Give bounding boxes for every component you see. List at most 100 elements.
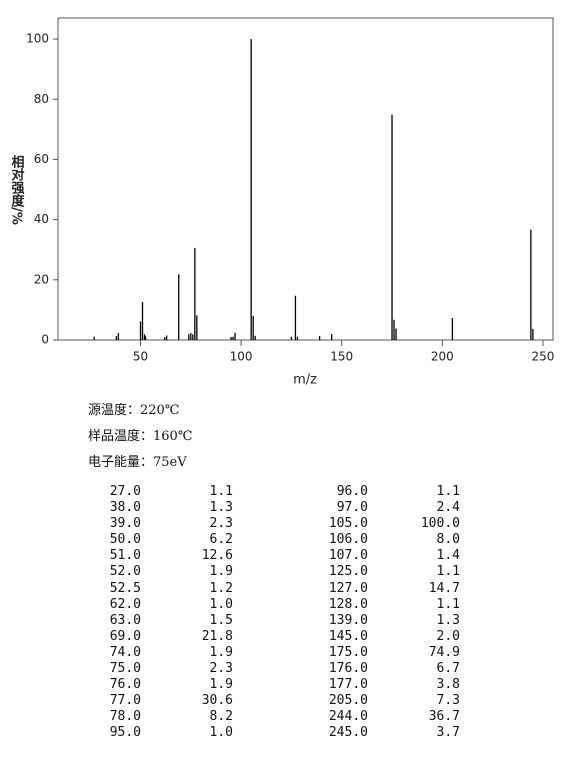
table-cell: 95.0 [109, 725, 141, 741]
table-cell: 3.7 [436, 725, 460, 741]
table-cell: 1.9 [209, 564, 233, 580]
y-tick-label: 40 [34, 212, 49, 226]
table-row: 75.0 2.3 176.0 6.7 [80, 661, 460, 677]
plot-frame [57, 17, 554, 341]
x-tick-label: 100 [230, 350, 253, 364]
table-row: 78.0 8.2 244.0 36.7 [80, 709, 460, 725]
x-tick-label: 250 [531, 350, 554, 364]
table-cell: 63.0 [109, 612, 141, 628]
table-cell: 1.1 [209, 484, 233, 499]
table-cell: 100.0 [420, 516, 460, 532]
table-cell: 107.0 [328, 548, 368, 564]
x-tick-label: 50 [133, 350, 148, 364]
table-row: 39.0 2.3 105.0 100.0 [80, 516, 460, 532]
table-cell: 76.0 [109, 677, 141, 693]
peak-table: 27.0 1.1 96.0 1.1 38.0 1.3 97.0 2.4 39.0 2.3 105.0… [80, 484, 460, 742]
table-cell: 205.0 [328, 693, 368, 709]
table-cell: 145.0 [328, 628, 368, 644]
table-row: 77.0 30.6 205.0 7.3 [80, 693, 460, 709]
x-axis-label: m/z [293, 373, 317, 388]
table-cell: 7.3 [436, 693, 460, 709]
table-cell: 8.2 [209, 709, 233, 725]
table-cell: 27.0 [109, 484, 141, 499]
x-tick-label: 200 [431, 350, 454, 364]
table-cell: 39.0 [109, 516, 141, 532]
table-cell: 245.0 [328, 725, 368, 741]
table-cell: 6.7 [436, 661, 460, 677]
table-cell: 75.0 [109, 661, 141, 677]
table-cell: 105.0 [328, 516, 368, 532]
table-cell: 1.3 [436, 612, 460, 628]
condition: 源温度：220℃ [88, 403, 180, 418]
table-cell: 78.0 [109, 709, 141, 725]
table-cell: 177.0 [328, 677, 368, 693]
table-cell: 139.0 [328, 612, 368, 628]
table-cell: 14.7 [428, 580, 460, 596]
table-cell: 62.0 [109, 596, 141, 612]
table-cell: 1.3 [209, 500, 233, 516]
y-tick-label: 60 [34, 152, 49, 166]
table-cell: 2.0 [436, 628, 460, 644]
table-cell: 106.0 [328, 532, 368, 548]
table-cell: 244.0 [328, 709, 368, 725]
table-row: 74.0 1.9 175.0 74.9 [80, 645, 460, 661]
table-cell: 38.0 [109, 500, 141, 516]
condition: 电子能量：75eV [88, 455, 187, 470]
table-row: 95.0 1.0 245.0 3.7 [80, 725, 460, 741]
y-tick-label: 0 [41, 333, 49, 347]
table-cell: 52.0 [109, 564, 141, 580]
table-cell: 8.0 [436, 532, 460, 548]
table-cell: 36.7 [428, 709, 460, 725]
table-cell: 6.2 [209, 532, 233, 548]
table-row: 50.0 6.2 106.0 8.0 [80, 532, 460, 548]
table-cell: 52.5 [109, 580, 141, 596]
table-cell: 128.0 [328, 596, 368, 612]
table-cell: 74.0 [109, 644, 141, 660]
table-cell: 1.9 [209, 644, 233, 660]
y-tick-label: 80 [34, 92, 49, 106]
table-cell: 97.0 [336, 500, 368, 516]
table-cell: 1.2 [209, 580, 233, 596]
condition: 样品温度：160℃ [88, 429, 193, 444]
table-cell: 1.5 [209, 612, 233, 628]
table-row: 69.0 21.8 145.0 2.0 [80, 629, 460, 645]
table-row: 76.0 1.9 177.0 3.8 [80, 677, 460, 693]
table-cell: 2.3 [209, 516, 233, 532]
table-cell: 1.9 [209, 677, 233, 693]
table-cell: 1.4 [436, 548, 460, 564]
table-cell: 2.3 [209, 661, 233, 677]
table-row: 63.0 1.5 139.0 1.3 [80, 613, 460, 629]
table-row: 62.0 1.0 128.0 1.1 [80, 597, 460, 613]
y-tick-label: 100 [26, 32, 49, 46]
table-cell: 176.0 [328, 661, 368, 677]
table-cell: 96.0 [336, 484, 368, 499]
table-cell: 2.4 [436, 500, 460, 516]
table-row: 27.0 1.1 96.0 1.1 [80, 484, 460, 500]
table-cell: 77.0 [109, 693, 141, 709]
table-cell: 74.9 [428, 644, 460, 660]
table-cell: 1.1 [436, 596, 460, 612]
table-cell: 30.6 [201, 693, 233, 709]
table-cell: 1.0 [209, 596, 233, 612]
x-tick-label: 150 [330, 350, 353, 364]
y-tick-label: 20 [34, 272, 49, 286]
table-cell: 175.0 [328, 644, 368, 660]
table-cell: 125.0 [328, 564, 368, 580]
table-cell: 51.0 [109, 548, 141, 564]
table-cell: 127.0 [328, 580, 368, 596]
table-cell: 12.6 [201, 548, 233, 564]
table-cell: 1.1 [436, 484, 460, 499]
table-cell: 1.1 [436, 564, 460, 580]
table-row: 52.5 1.2 127.0 14.7 [80, 581, 460, 597]
table-cell: 50.0 [109, 532, 141, 548]
y-axis-label: 相对强度/% [9, 155, 25, 225]
chart: m/z 相对强度/% 0 20 40 60 80 100 50 100 150 200 250 [9, 17, 554, 388]
table-cell: 69.0 [109, 628, 141, 644]
table-row: 38.0 1.3 97.0 2.4 [80, 500, 460, 516]
table-cell: 3.8 [436, 677, 460, 693]
table-cell: 21.8 [201, 628, 233, 644]
table-row: 51.0 12.6 107.0 1.4 [80, 548, 460, 564]
table-row: 52.0 1.9 125.0 1.1 [80, 564, 460, 580]
table-cell: 1.0 [209, 725, 233, 741]
